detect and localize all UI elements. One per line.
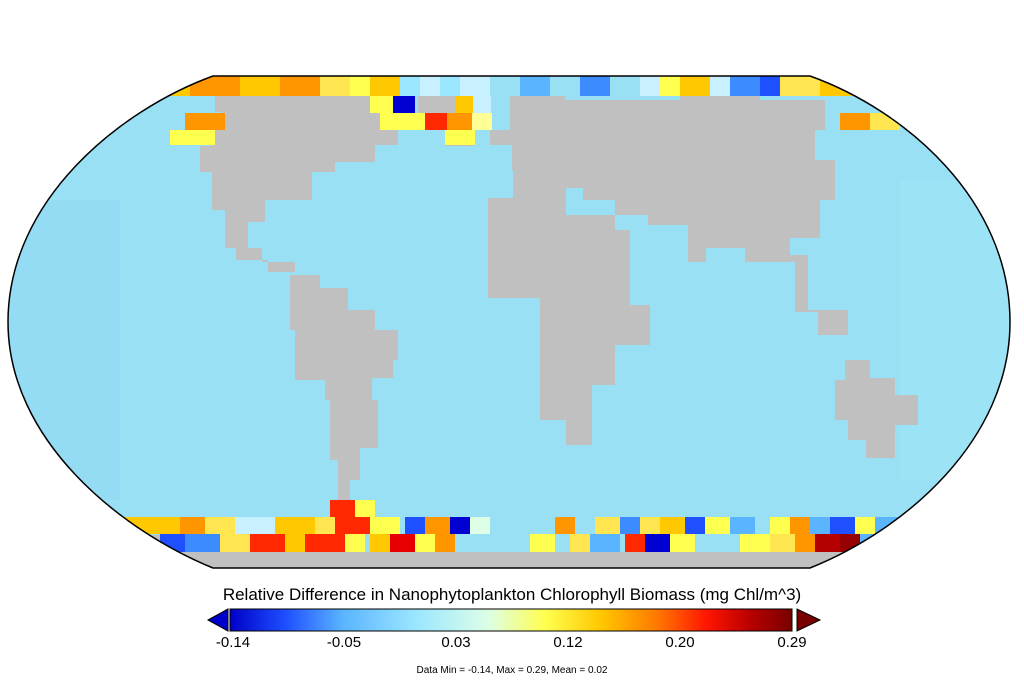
land-antarctica-left <box>0 535 160 555</box>
colorbar-tick: -0.05 <box>327 634 361 651</box>
colorbar-min-arrow <box>208 609 228 631</box>
map-clip-group <box>0 70 1024 575</box>
colorbar-tick: 0.12 <box>553 634 582 651</box>
colorbar-tick: -0.14 <box>216 634 250 651</box>
colorbar-tick: 0.29 <box>777 634 806 651</box>
colorbar <box>208 609 820 631</box>
colorbar-max-arrow <box>797 609 820 631</box>
colorbar-bar <box>230 609 792 631</box>
colorbar-tick: 0.03 <box>441 634 470 651</box>
data-stats: Data Min = -0.14, Max = 0.29, Mean = 0.0… <box>0 665 1024 676</box>
colorbar-ticks: -0.14 -0.05 0.03 0.12 0.20 0.29 <box>0 634 1024 654</box>
ocean-band <box>900 180 1024 480</box>
colorbar-title: Relative Difference in Nanophytoplankton… <box>0 585 1024 605</box>
land-antarctica <box>0 552 1024 572</box>
ocean-band <box>0 200 120 500</box>
colorbar-tick: 0.20 <box>665 634 694 651</box>
